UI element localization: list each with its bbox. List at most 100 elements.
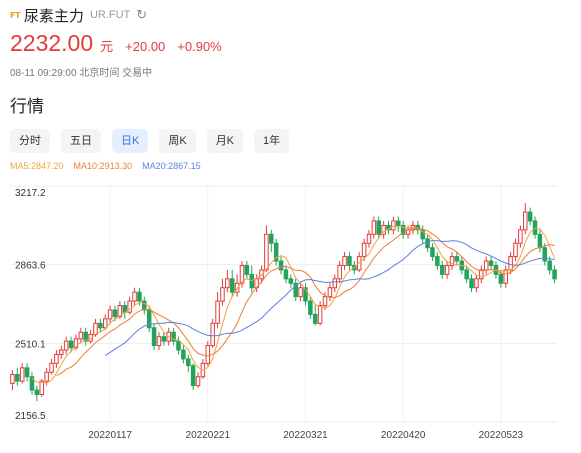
candle-body bbox=[83, 331, 88, 342]
candle-body bbox=[454, 256, 460, 262]
candle-body bbox=[542, 247, 548, 262]
candle-body bbox=[239, 264, 245, 284]
candle-body bbox=[59, 349, 64, 355]
candle-body bbox=[337, 264, 342, 280]
tab-one-year[interactable]: 1年 bbox=[254, 129, 290, 153]
candle-body bbox=[527, 211, 533, 222]
candle-body bbox=[117, 305, 123, 318]
candle-body bbox=[317, 305, 323, 324]
candle-body bbox=[293, 282, 298, 298]
candle-body bbox=[259, 269, 264, 280]
ma20-value: MA20:2867.15 bbox=[142, 161, 201, 171]
candle-body bbox=[98, 322, 103, 329]
candle-body bbox=[195, 376, 201, 387]
candle-body bbox=[127, 300, 132, 313]
candle-body bbox=[547, 260, 552, 271]
header: FT 尿素主力 UR.FUT ↻ bbox=[10, 4, 147, 26]
candle-body bbox=[449, 256, 455, 266]
tab-daily-k[interactable]: 日K bbox=[112, 129, 149, 153]
candle-body bbox=[518, 229, 523, 244]
candle-body bbox=[483, 260, 489, 271]
candle-body bbox=[34, 389, 40, 396]
candle-body bbox=[10, 373, 15, 384]
candle-body bbox=[132, 291, 137, 302]
candle-body bbox=[142, 300, 147, 311]
ma20-line bbox=[104, 240, 555, 357]
ma10-line bbox=[56, 227, 555, 377]
candle-body bbox=[342, 256, 347, 266]
tab-five-day[interactable]: 五日 bbox=[61, 129, 101, 153]
candle-body bbox=[303, 287, 308, 302]
candle-body bbox=[49, 362, 54, 373]
quote-time: 08-11 09:29:00 北京时间 交易中 bbox=[10, 68, 153, 79]
candle-body bbox=[68, 340, 74, 349]
candle-body bbox=[322, 296, 328, 307]
y-tick-label: 2156.5 bbox=[15, 411, 46, 422]
tab-weekly-k[interactable]: 周K bbox=[159, 129, 196, 153]
candle-body bbox=[151, 327, 157, 347]
candle-body bbox=[361, 242, 367, 258]
candle-body bbox=[522, 211, 528, 231]
candle-body bbox=[220, 287, 225, 302]
candle-body bbox=[73, 338, 79, 349]
candle-body bbox=[391, 220, 396, 231]
price-change: +20.00 bbox=[125, 39, 166, 54]
candle-body bbox=[161, 336, 167, 342]
candle-body bbox=[474, 278, 479, 289]
candle-body bbox=[479, 269, 484, 280]
y-tick-label: 2510.1 bbox=[15, 339, 46, 350]
section-title: 行情 bbox=[10, 97, 44, 116]
candle-body bbox=[269, 233, 274, 244]
candle-body bbox=[44, 371, 49, 382]
candle-body bbox=[508, 256, 513, 271]
candle-body bbox=[225, 278, 230, 289]
candle-body bbox=[29, 376, 35, 391]
price-unit: 元 bbox=[100, 39, 114, 54]
tab-monthly-k[interactable]: 月K bbox=[206, 129, 244, 153]
refresh-icon[interactable]: ↻ bbox=[136, 7, 148, 22]
candle-body bbox=[444, 264, 450, 275]
candle-body bbox=[488, 260, 494, 266]
candle-body bbox=[210, 322, 215, 347]
x-tick-label: 20220523 bbox=[479, 430, 524, 441]
candle-body bbox=[171, 331, 176, 342]
candle-body bbox=[54, 353, 59, 364]
candle-body bbox=[63, 340, 69, 351]
candle-body bbox=[371, 220, 377, 235]
futures-badge: FT bbox=[10, 10, 20, 20]
candle-body bbox=[332, 278, 338, 289]
candle-body bbox=[78, 331, 84, 340]
candle-body bbox=[366, 233, 372, 244]
candle-body bbox=[430, 247, 435, 258]
candle-body bbox=[176, 340, 181, 351]
candle-body bbox=[244, 264, 250, 275]
ma10-value: MA10:2913.30 bbox=[73, 161, 133, 171]
candle-body bbox=[464, 269, 469, 280]
candle-body bbox=[439, 264, 445, 275]
candle-body bbox=[273, 242, 279, 262]
price-change-pct: +0.90% bbox=[177, 39, 222, 54]
instrument-title: 尿素主力 bbox=[23, 7, 84, 25]
tab-intraday[interactable]: 分时 bbox=[10, 129, 50, 153]
candle-body bbox=[308, 300, 313, 315]
candle-body bbox=[19, 367, 25, 382]
candle-body bbox=[552, 269, 557, 280]
candle-body bbox=[425, 238, 430, 249]
x-tick-label: 20220117 bbox=[88, 430, 132, 441]
candle-body bbox=[469, 278, 474, 289]
y-tick-label: 2863.6 bbox=[15, 261, 46, 272]
candle-body bbox=[498, 273, 504, 284]
candle-body bbox=[15, 373, 20, 382]
candle-body bbox=[264, 233, 269, 271]
candle-body bbox=[396, 220, 401, 226]
x-tick-label: 20220420 bbox=[381, 430, 426, 441]
candle-body bbox=[39, 380, 45, 396]
candle-body bbox=[503, 269, 508, 284]
candle-body bbox=[215, 300, 220, 324]
candle-body bbox=[278, 260, 284, 271]
candle-body bbox=[435, 256, 440, 266]
price-row: 2232.00 元 +20.00 +0.90% bbox=[10, 30, 222, 57]
candle-body bbox=[298, 287, 303, 298]
candle-body bbox=[186, 358, 191, 367]
